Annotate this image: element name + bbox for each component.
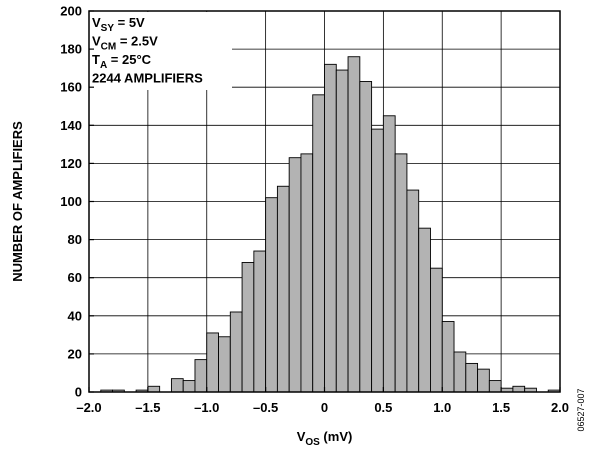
bar-10 [241,262,255,393]
y-tick-label-10: 200 [60,4,82,19]
y-tick-labels: 0 20 40 60 80 100 120 140 160 180 200 [60,4,82,400]
tick-marks [88,10,561,393]
bar-16 [312,94,325,393]
bar-4 [170,378,184,393]
annotation-line-2: TA = 25°C [92,52,152,71]
y-tick-label-7: 140 [60,118,82,133]
bar-9 [229,311,243,393]
x-axis-title: VOS (mV) [297,429,353,448]
bar-30 [477,368,490,393]
bars [100,56,561,393]
bar-31 [488,380,502,393]
y-tick-label-1: 20 [68,346,82,361]
y-tick-label-5: 100 [60,194,82,209]
bar-5 [182,380,196,393]
bar-27 [441,321,455,393]
bar-7 [206,332,219,393]
annotation-line-3: 2244 AMPLIFIERS [92,71,203,86]
annotation-box [90,12,232,90]
x-tick-label-2: –1.0 [194,400,219,415]
bar-6 [194,359,208,393]
y-tick-label-2: 40 [68,308,82,323]
y-axis-title: NUMBER OF AMPLIFIERS [10,121,25,282]
y-tick-label-8: 160 [60,80,82,95]
bar-8 [218,336,231,393]
y-tick-label-9: 180 [60,42,82,57]
x-tick-label-7: 1.5 [492,400,510,415]
bar-11 [253,250,267,393]
bar-33 [512,385,526,393]
bar-22 [382,115,396,393]
x-tick-label-5: 0.5 [374,400,392,415]
bar-13 [276,185,290,393]
bar-28 [453,351,467,393]
bar-18 [335,69,349,393]
x-tick-label-1: –1.5 [135,400,160,415]
y-tick-label-4: 80 [68,232,82,247]
bar-3 [147,385,161,393]
bar-29 [465,362,479,393]
x-tick-label-8: 2.0 [551,400,569,415]
y-tick-label-3: 60 [68,270,82,285]
bar-20 [359,81,373,393]
bar-25 [418,227,431,393]
bar-19 [347,56,361,393]
bar-26 [430,267,443,393]
annotation-line-1: VCM = 2.5V [92,34,158,53]
x-tick-labels: –2.0 –1.5 –1.0 –0.5 0 0.5 1.0 1.5 2.0 [76,400,569,415]
x-tick-label-4: 0 [321,400,328,415]
bar-17 [324,63,337,393]
y-tick-label-0: 0 [75,385,82,400]
x-tick-label-3: –0.5 [253,400,278,415]
annotation-line-0: VSY = 5V [92,15,145,34]
x-tick-label-0: –2.0 [76,400,101,415]
bar-24 [406,189,420,393]
bar-23 [394,153,408,393]
bar-15 [300,153,314,393]
bar-21 [371,128,384,393]
bar-12 [265,197,278,393]
y-tick-label-6: 120 [60,156,82,171]
x-tick-label-6: 1.0 [433,400,451,415]
figure-code: 06527-007 [576,388,586,431]
bar-14 [288,157,302,393]
